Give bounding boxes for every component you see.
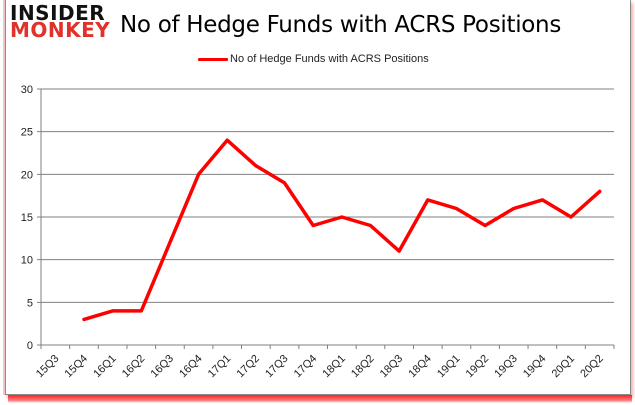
frame-shadow-left [3,0,5,395]
x-tick-label: 16Q1 [91,353,119,381]
x-tick-label: 17Q4 [292,353,320,381]
y-tick-label: 30 [21,84,33,96]
insider-monkey-logo: INSIDER MONKEY [10,1,111,42]
x-tick-label: 20Q1 [550,353,578,381]
x-tick-label: 18Q3 [378,353,406,381]
x-tick-label: 19Q1 [435,353,463,381]
x-tick-label: 20Q2 [578,353,606,381]
x-tick-label: 19Q3 [492,353,520,381]
x-tick-label: 16Q4 [177,353,205,381]
x-tick-label: 17Q2 [234,353,262,381]
series-line [82,138,602,322]
x-tick-label: 18Q2 [349,353,377,381]
chart-legend: No of Hedge Funds with ACRS Positions [198,53,429,65]
chart-frame [5,0,631,395]
x-tick-label: 17Q3 [263,353,291,381]
legend-label: No of Hedge Funds with ACRS Positions [230,53,429,65]
y-tick-label: 25 [21,127,33,139]
x-tick-label: 15Q4 [63,353,91,381]
y-tick-label: 0 [27,340,33,352]
x-tick-label: 17Q1 [206,353,234,381]
logo-line-1: INSIDER [10,1,106,25]
y-tick-label: 15 [21,212,33,224]
logo-line-2: MONKEY [10,18,111,42]
y-tick-label: 10 [21,255,33,267]
x-tick-label: 18Q1 [320,353,348,381]
y-tick-label: 20 [21,169,33,181]
chart-title: No of Hedge Funds with ACRS Positions [120,12,562,38]
x-tick-label: 15Q3 [34,353,62,381]
x-tick-label: 19Q4 [521,353,549,381]
legend-line-swatch [198,57,228,61]
x-tick-label: 19Q2 [464,353,492,381]
x-tick-label: 18Q4 [406,353,434,381]
x-tick-label: 16Q2 [120,353,148,381]
frame-shadow-bottom [8,395,632,403]
x-tick-label: 16Q3 [149,353,177,381]
y-tick-label: 5 [27,297,33,309]
